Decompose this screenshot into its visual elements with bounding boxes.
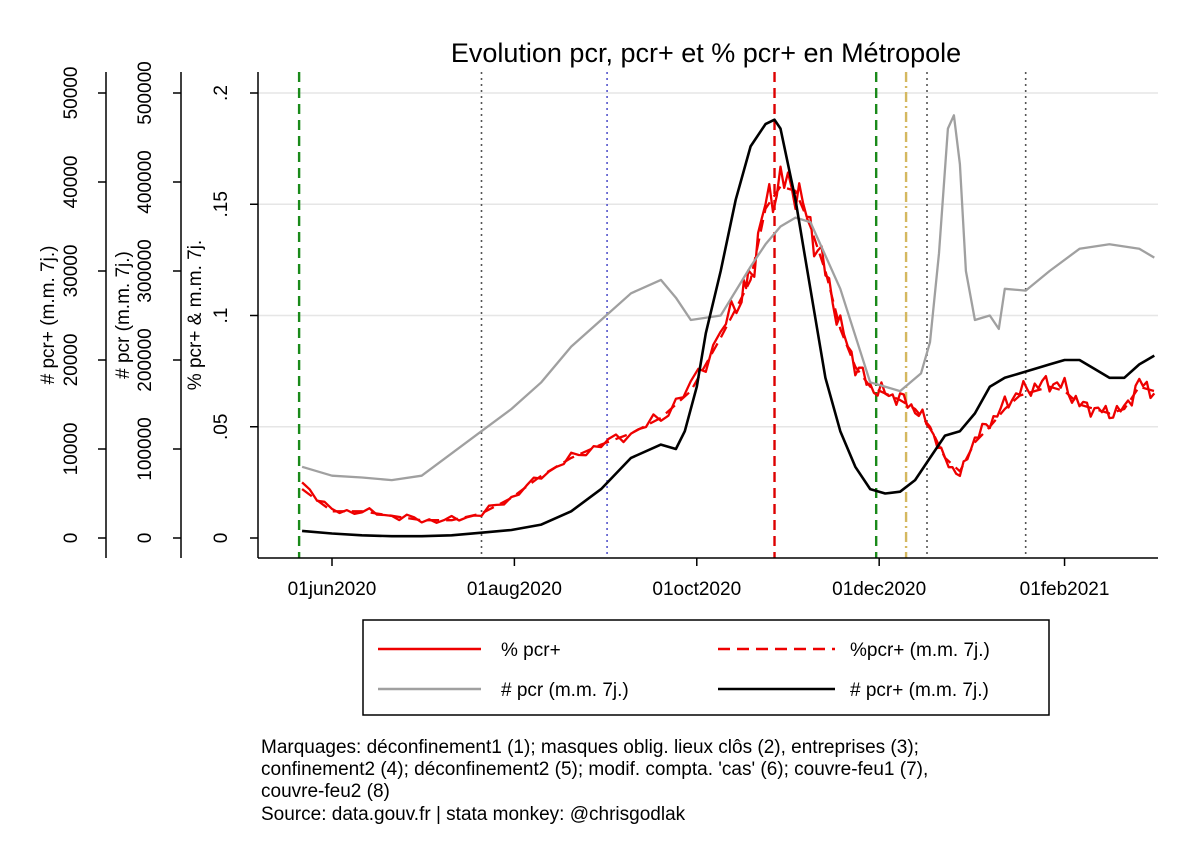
series-layer — [301, 114, 1156, 538]
y-axis-title-pos: # pcr+ (m.m. 7j.) — [38, 246, 59, 385]
y-tick-label-pos-4: 40000 — [61, 156, 82, 209]
y-tick-label-pcr-1: 100000 — [135, 417, 156, 480]
x-tick-label-4: 01feb2021 — [1020, 579, 1110, 600]
series-line-1 — [301, 185, 1155, 522]
series-line-0 — [301, 165, 1156, 524]
series-line-3 — [301, 118, 1155, 538]
legend: % pcr+ %pcr+ (m.m. 7j.) # pcr (m.m. 7j.) # … — [362, 619, 1050, 716]
legend-label-1: %pcr+ (m.m. 7j.) — [850, 640, 990, 661]
legend-label-3: # pcr+ (m.m. 7j.) — [850, 680, 989, 701]
axes: 01jun2020 01aug2020 01oct2020 01dec2020 01fe… — [38, 61, 1158, 600]
legend-label-2: # pcr (m.m. 7j.) — [501, 680, 629, 701]
chart-title: Evolution pcr, pcr+ et % pcr+ en Métropo… — [451, 38, 961, 68]
y-tick-label-pcr-0: 0 — [135, 533, 156, 544]
y-tick-label-pct-4: .2 — [211, 85, 232, 101]
note-source: Source: data.gouv.fr | stata monkey: @ch… — [261, 804, 686, 825]
note-line-1: Marquages: déconfinement1 (1); masques o… — [261, 737, 919, 758]
y-tick-label-pct-3: .15 — [211, 191, 232, 217]
y-tick-label-pcr-5: 500000 — [135, 61, 156, 124]
y-tick-label-pos-2: 20000 — [61, 334, 82, 387]
note-line-3: couvre-feu2 (8) — [261, 781, 390, 802]
gridlines — [258, 92, 1158, 428]
y-tick-label-pcr-3: 300000 — [135, 239, 156, 302]
y-tick-label-pct-0: 0 — [211, 533, 232, 544]
y-tick-label-pos-1: 10000 — [61, 423, 82, 476]
legend-box — [362, 619, 1050, 716]
y-tick-label-pcr-4: 400000 — [135, 150, 156, 213]
series-line-2 — [301, 114, 1155, 482]
legend-label-0: % pcr+ — [501, 640, 561, 661]
y-tick-label-pct-2: .1 — [211, 308, 232, 324]
y-axis-title-pct: % pcr+ & m.m. 7j. — [185, 240, 206, 390]
x-tick-label-1: 01aug2020 — [467, 579, 562, 600]
event-markers — [297, 72, 1027, 558]
y-tick-label-pos-3: 30000 — [61, 245, 82, 298]
x-tick-label-2: 01oct2020 — [652, 579, 741, 600]
y-tick-label-pct-1: .05 — [211, 414, 232, 440]
note-line-2: confinement2 (4); déconfinement2 (5); mo… — [261, 759, 929, 780]
x-tick-label-0: 01jun2020 — [288, 579, 377, 600]
x-tick-label-3: 01dec2020 — [832, 579, 926, 600]
y-axis-title-pcr: # pcr (m.m. 7j.) — [113, 251, 134, 379]
y-tick-label-pos-5: 50000 — [61, 67, 82, 120]
y-tick-label-pcr-2: 200000 — [135, 328, 156, 391]
y-tick-label-pos-0: 0 — [61, 533, 82, 544]
